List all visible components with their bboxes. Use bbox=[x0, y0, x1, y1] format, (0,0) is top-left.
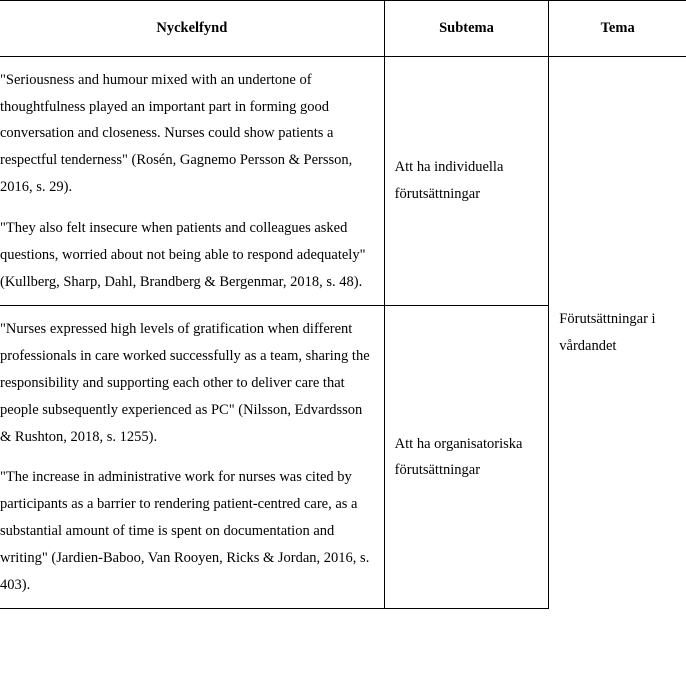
nyckelfynd-cell-2: "Nurses expressed high levels of gratifi… bbox=[0, 306, 384, 609]
quote-text: "They also felt insecure when patients a… bbox=[0, 215, 370, 295]
subtema-cell-2: Att ha organisatoriska förutsättningar bbox=[384, 306, 549, 609]
table-row: "Seriousness and humour mixed with an un… bbox=[0, 56, 686, 306]
quote-text: "Nurses expressed high levels of gratifi… bbox=[0, 316, 370, 450]
nyckelfynd-cell-1: "Seriousness and humour mixed with an un… bbox=[0, 56, 384, 306]
analysis-table-wrapper: Nyckelfynd Subtema Tema "Seriousness and… bbox=[0, 0, 686, 609]
subtema-cell-1: Att ha individuella förutsättningar bbox=[384, 56, 549, 306]
header-nyckelfynd: Nyckelfynd bbox=[0, 1, 384, 57]
analysis-table: Nyckelfynd Subtema Tema "Seriousness and… bbox=[0, 0, 686, 609]
header-row: Nyckelfynd Subtema Tema bbox=[0, 1, 686, 57]
quote-text: "The increase in administrative work for… bbox=[0, 464, 370, 598]
header-tema: Tema bbox=[549, 1, 686, 57]
quote-text: "Seriousness and humour mixed with an un… bbox=[0, 67, 370, 201]
tema-cell: Förutsättningar i vårdandet bbox=[549, 56, 686, 609]
header-subtema: Subtema bbox=[384, 1, 549, 57]
